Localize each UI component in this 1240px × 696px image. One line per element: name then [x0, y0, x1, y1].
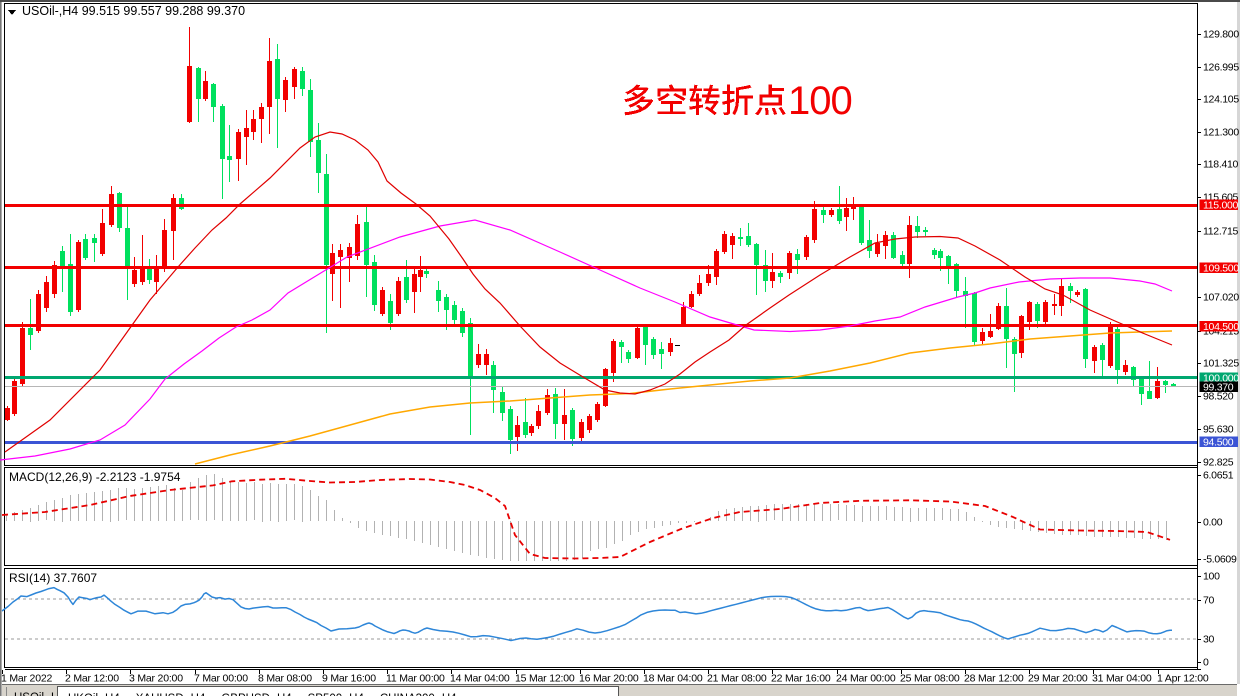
svg-text:8 Mar 08:00: 8 Mar 08:00: [258, 673, 312, 685]
svg-text:USOil-,H4: USOil-,H4: [14, 692, 66, 696]
svg-text:6.0651: 6.0651: [1203, 470, 1234, 482]
svg-text:112.715: 112.715: [1203, 226, 1239, 238]
svg-text:RSI(14) 37.7607: RSI(14) 37.7607: [9, 571, 97, 585]
svg-text:30: 30: [1203, 634, 1215, 646]
svg-text:9 Mar 16:00: 9 Mar 16:00: [322, 673, 376, 685]
svg-text:31 Mar 04:00: 31 Mar 04:00: [1092, 673, 1152, 685]
svg-text:22 Mar 16:00: 22 Mar 16:00: [771, 673, 831, 685]
svg-text:129.800: 129.800: [1203, 29, 1239, 41]
svg-text:16 Mar 20:00: 16 Mar 20:00: [579, 673, 639, 685]
svg-text:95.630: 95.630: [1203, 424, 1234, 436]
svg-text:18 Mar 04:00: 18 Mar 04:00: [643, 673, 703, 685]
svg-text:14 Mar 04:00: 14 Mar 04:00: [450, 673, 510, 685]
svg-text:104.500: 104.500: [1203, 321, 1239, 333]
svg-text:29 Mar 20:00: 29 Mar 20:00: [1028, 673, 1088, 685]
svg-text:2 Mar 12:00: 2 Mar 12:00: [65, 673, 119, 685]
svg-text:121.300: 121.300: [1203, 127, 1239, 139]
svg-text:0.00: 0.00: [1203, 517, 1223, 529]
svg-text:-5.0609: -5.0609: [1203, 554, 1237, 566]
svg-text:0: 0: [1203, 657, 1209, 669]
svg-text:100: 100: [788, 79, 852, 123]
svg-text:99.370: 99.370: [1203, 382, 1234, 394]
svg-text:24 Mar 00:00: 24 Mar 00:00: [836, 673, 896, 685]
svg-text:92.825: 92.825: [1203, 457, 1234, 469]
svg-text:25 Mar 08:00: 25 Mar 08:00: [900, 673, 960, 685]
svg-text:28 Mar 12:00: 28 Mar 12:00: [964, 673, 1024, 685]
svg-text:70: 70: [1203, 595, 1215, 607]
svg-text:USOil-,H4 99.515 99.557 99.28: USOil-,H4 99.515 99.557 99.288 99.370: [22, 4, 245, 18]
svg-text:124.105: 124.105: [1203, 94, 1239, 106]
svg-text:101.325: 101.325: [1203, 358, 1239, 370]
svg-text:21 Mar 08:00: 21 Mar 08:00: [707, 673, 767, 685]
svg-text:126.995: 126.995: [1203, 62, 1239, 74]
svg-text:100: 100: [1203, 571, 1220, 583]
svg-text:MACD(12,26,9) -2.2123 -1.9754: MACD(12,26,9) -2.2123 -1.9754: [9, 470, 181, 484]
svg-text:118.410: 118.410: [1203, 159, 1239, 171]
svg-text:107.020: 107.020: [1203, 292, 1239, 304]
svg-text:7 Mar 00:00: 7 Mar 00:00: [194, 673, 248, 685]
svg-text:94.500: 94.500: [1203, 437, 1234, 449]
svg-text:115.000: 115.000: [1203, 200, 1239, 212]
svg-text:3 Mar 20:00: 3 Mar 20:00: [129, 673, 183, 685]
svg-text:15 Mar 12:00: 15 Mar 12:00: [515, 673, 575, 685]
svg-text:11 Mar 00:00: 11 Mar 00:00: [386, 673, 445, 685]
svg-text:98.520: 98.520: [1203, 391, 1234, 403]
svg-text:109.500: 109.500: [1203, 263, 1239, 275]
svg-text:1 Mar 2022: 1 Mar 2022: [1, 673, 52, 685]
svg-text:1 Apr 12:00: 1 Apr 12:00: [1157, 673, 1209, 685]
svg-text:UKOil-,H4 XAUUSD-,H4 G: UKOil-,H4 XAUUSD-,H4 GBPUSD-,H4 SP500-,H…: [68, 693, 457, 696]
